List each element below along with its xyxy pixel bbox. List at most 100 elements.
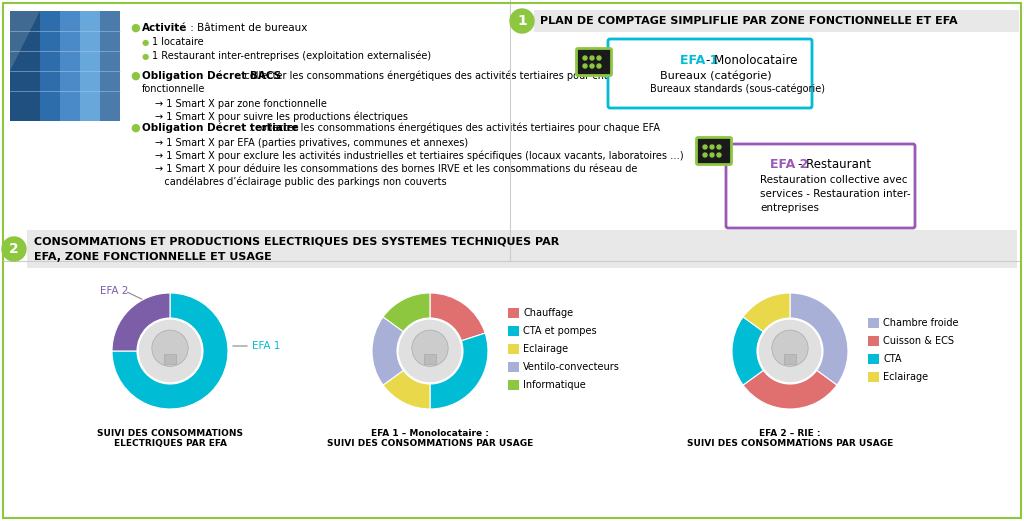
Text: Chambre froide: Chambre froide: [883, 318, 958, 328]
Text: ●: ●: [130, 123, 139, 133]
Text: ●: ●: [130, 71, 139, 81]
Text: Chauffage: Chauffage: [523, 308, 573, 318]
Bar: [27, 230, 1017, 268]
Text: EFA 1: EFA 1: [680, 55, 719, 68]
Text: Obligation Décret BACS: Obligation Décret BACS: [142, 71, 282, 81]
Text: : Bâtiment de bureaux: : Bâtiment de bureaux: [187, 23, 307, 33]
Bar: [783, 354, 797, 364]
Wedge shape: [372, 317, 403, 385]
Text: - Restaurant: - Restaurant: [799, 157, 871, 170]
Circle shape: [758, 319, 822, 383]
Bar: [40, 11, 60, 121]
Text: fonctionnelle: fonctionnelle: [142, 84, 206, 94]
Bar: [508, 326, 519, 336]
Bar: [868, 354, 879, 364]
Bar: [508, 344, 519, 354]
Wedge shape: [743, 293, 790, 331]
Text: entreprises: entreprises: [761, 203, 819, 213]
Text: Eclairage: Eclairage: [883, 372, 928, 382]
Text: services - Restauration inter-: services - Restauration inter-: [761, 189, 911, 199]
Circle shape: [138, 319, 202, 383]
Circle shape: [510, 9, 534, 33]
Bar: [534, 10, 1019, 32]
Text: Bureaux standards (sous-catégorie): Bureaux standards (sous-catégorie): [650, 84, 825, 94]
Wedge shape: [383, 370, 430, 409]
Circle shape: [412, 330, 449, 366]
Text: SUIVI DES CONSOMMATIONS
ELECTRIQUES PAR EFA: SUIVI DES CONSOMMATIONS ELECTRIQUES PAR …: [97, 429, 243, 449]
Text: CTA: CTA: [883, 354, 901, 364]
Wedge shape: [743, 370, 837, 409]
Text: ●: ●: [142, 38, 150, 46]
Text: EFA 2: EFA 2: [770, 157, 809, 170]
Text: : collecter les consommations énergétiques des activités tertiaires pour chaque : : collecter les consommations énergétiqu…: [234, 71, 654, 81]
FancyBboxPatch shape: [577, 48, 611, 76]
Bar: [868, 336, 879, 346]
Bar: [10, 11, 40, 121]
Bar: [508, 380, 519, 390]
Bar: [164, 354, 176, 364]
Text: Bureaux (catégorie): Bureaux (catégorie): [660, 71, 772, 81]
Circle shape: [703, 153, 707, 157]
Text: Obligation Décret tertiaire: Obligation Décret tertiaire: [142, 123, 299, 133]
Circle shape: [597, 56, 601, 60]
Text: Ventilo-convecteurs: Ventilo-convecteurs: [523, 362, 620, 372]
Text: CONSOMMATIONS ET PRODUCTIONS ELECTRIQUES DES SYSTEMES TECHNIQUES PAR: CONSOMMATIONS ET PRODUCTIONS ELECTRIQUES…: [34, 236, 559, 246]
Bar: [868, 318, 879, 328]
Text: EFA 2 – RIE :
SUIVI DES CONSOMMATIONS PAR USAGE: EFA 2 – RIE : SUIVI DES CONSOMMATIONS PA…: [687, 429, 893, 449]
Circle shape: [710, 145, 714, 149]
Text: → 1 Smart X pour suivre les productions électriques: → 1 Smart X pour suivre les productions …: [155, 111, 408, 122]
Text: ●: ●: [142, 52, 150, 60]
FancyBboxPatch shape: [696, 138, 731, 165]
Circle shape: [703, 145, 707, 149]
Circle shape: [583, 56, 587, 60]
Circle shape: [590, 64, 594, 68]
Text: Restauration collective avec: Restauration collective avec: [761, 175, 908, 185]
Wedge shape: [790, 293, 848, 385]
Circle shape: [717, 153, 721, 157]
FancyBboxPatch shape: [608, 39, 812, 108]
Text: 1: 1: [517, 14, 527, 28]
Circle shape: [590, 56, 594, 60]
Text: Activité: Activité: [142, 23, 187, 33]
Bar: [508, 362, 519, 372]
Wedge shape: [732, 317, 763, 385]
Text: : collecter les consommations énergétiques des activités tertiaires pour chaque : : collecter les consommations énergétiqu…: [246, 123, 660, 133]
Text: 1 locataire: 1 locataire: [152, 37, 204, 47]
Text: → 1 Smart X par zone fonctionnelle: → 1 Smart X par zone fonctionnelle: [155, 99, 327, 109]
Text: Cuisson & ECS: Cuisson & ECS: [883, 336, 954, 346]
Text: EFA, ZONE FONCTIONNELLE ET USAGE: EFA, ZONE FONCTIONNELLE ET USAGE: [34, 252, 271, 262]
Text: 1 Restaurant inter-entreprises (exploitation externalisée): 1 Restaurant inter-entreprises (exploita…: [152, 51, 431, 61]
Text: 2: 2: [9, 242, 18, 256]
Bar: [508, 308, 519, 318]
Bar: [60, 11, 80, 121]
Text: - Monolocataire: - Monolocataire: [706, 55, 798, 68]
Text: candélabres d’éclairage public des parkings non couverts: candélabres d’éclairage public des parki…: [155, 177, 446, 187]
Wedge shape: [430, 293, 485, 341]
Wedge shape: [383, 293, 430, 331]
Circle shape: [772, 330, 808, 366]
Wedge shape: [112, 293, 228, 409]
Text: EFA 1: EFA 1: [252, 341, 281, 351]
Circle shape: [597, 64, 601, 68]
Text: ●: ●: [130, 23, 139, 33]
Text: Informatique: Informatique: [523, 380, 586, 390]
Text: → 1 Smart X pour exclure les activités industrielles et tertiaires spécifiques (: → 1 Smart X pour exclure les activités i…: [155, 151, 684, 162]
Bar: [100, 11, 120, 121]
Circle shape: [152, 330, 188, 366]
Text: → 1 Smart X par EFA (parties privatives, communes et annexes): → 1 Smart X par EFA (parties privatives,…: [155, 138, 468, 148]
Text: Eclairage: Eclairage: [523, 344, 568, 354]
Bar: [10, 11, 120, 121]
Bar: [868, 372, 879, 382]
Circle shape: [710, 153, 714, 157]
FancyBboxPatch shape: [726, 144, 915, 228]
Text: EFA 2: EFA 2: [100, 286, 128, 296]
Wedge shape: [112, 293, 170, 351]
Polygon shape: [10, 11, 40, 71]
Text: PLAN DE COMPTAGE SIMPLIFLIE PAR ZONE FONCTIONNELLE ET EFA: PLAN DE COMPTAGE SIMPLIFLIE PAR ZONE FON…: [540, 16, 957, 26]
Text: EFA 1 – Monolocataire :
SUIVI DES CONSOMMATIONS PAR USAGE: EFA 1 – Monolocataire : SUIVI DES CONSOM…: [327, 429, 534, 449]
Wedge shape: [430, 333, 488, 409]
Text: → 1 Smart X pour déduire les consommations des bornes IRVE et les consommations : → 1 Smart X pour déduire les consommatio…: [155, 164, 637, 174]
Circle shape: [2, 237, 26, 261]
Text: CTA et pompes: CTA et pompes: [523, 326, 597, 336]
Circle shape: [717, 145, 721, 149]
